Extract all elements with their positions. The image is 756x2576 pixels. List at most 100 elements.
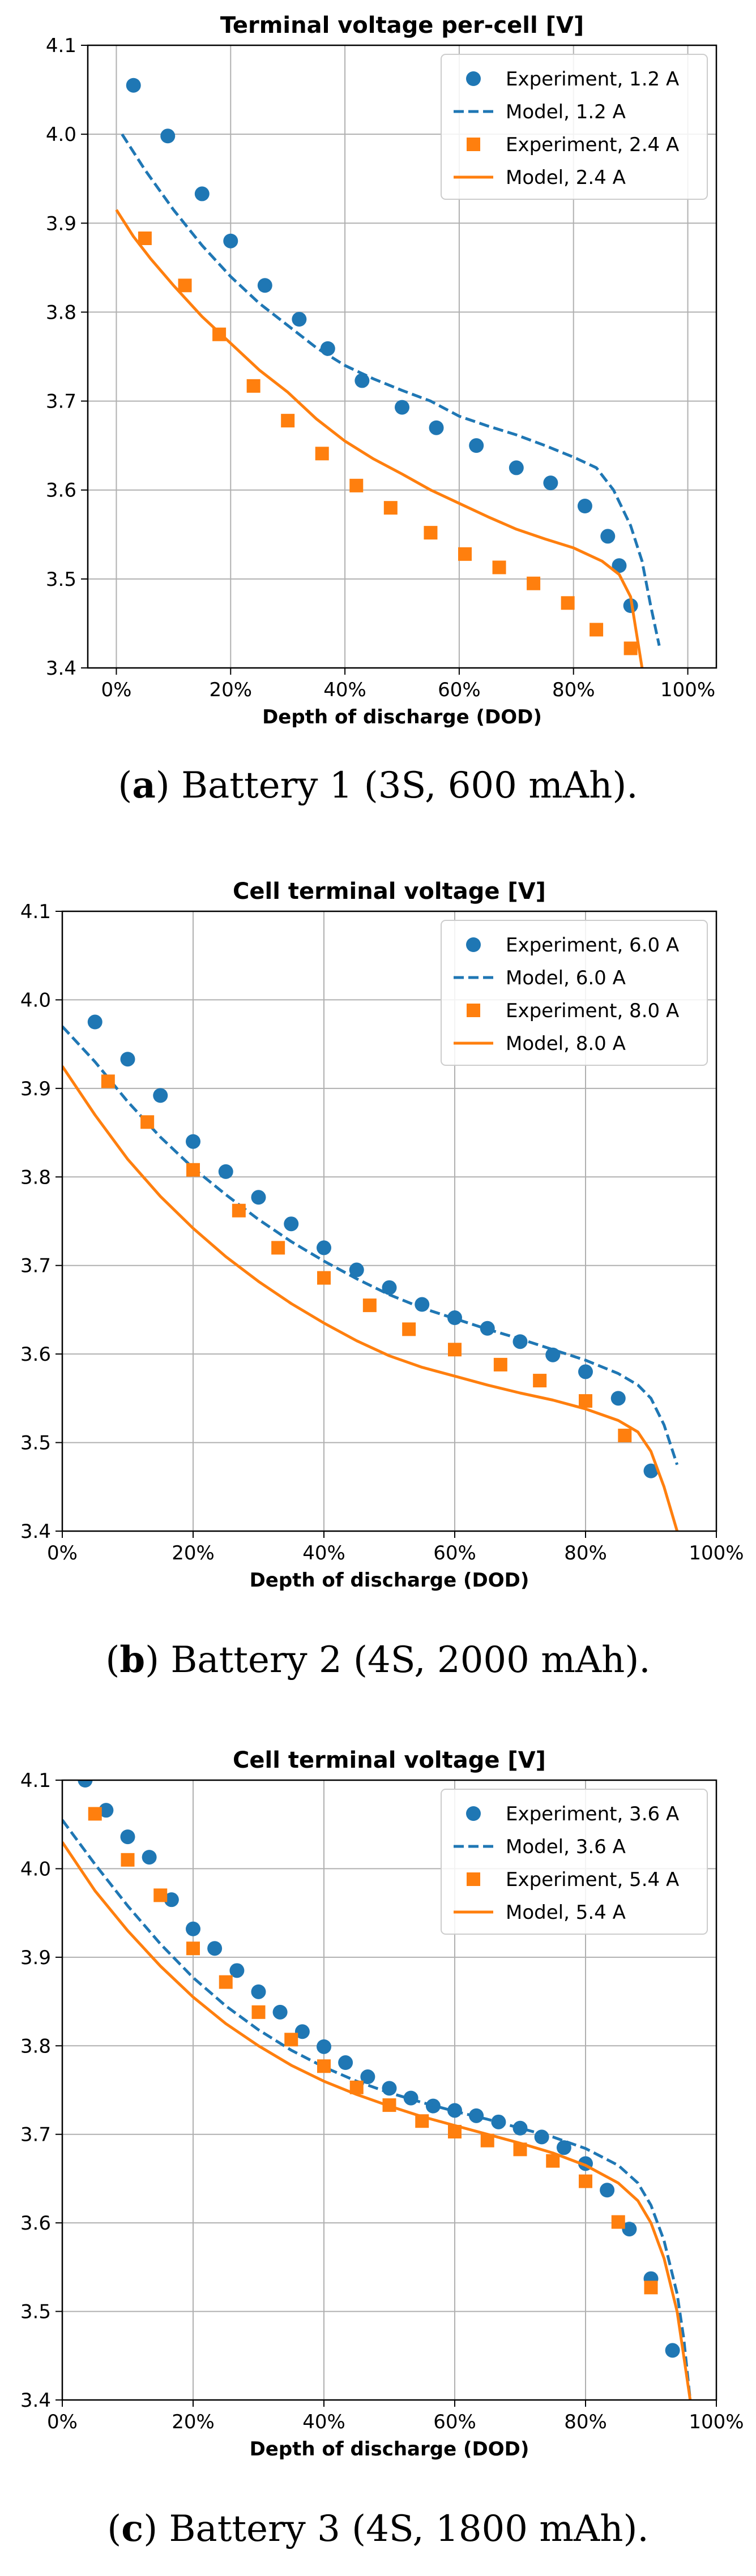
series-line-model-3-6-a	[62, 1819, 692, 2400]
y-tick-label: 3.6	[20, 1343, 51, 1366]
data-point	[251, 1190, 266, 1205]
y-tick-label: 3.6	[20, 2212, 51, 2235]
data-point	[317, 1240, 331, 1255]
y-tick-label: 4.0	[46, 123, 76, 146]
x-tick-label: 100%	[689, 1542, 744, 1565]
series-line-model-2-4-a	[115, 209, 644, 668]
chart-title: Cell terminal voltage [V]	[233, 878, 546, 905]
x-tick-label: 40%	[302, 2411, 345, 2433]
legend-label: Experiment, 2.4 A	[506, 134, 679, 156]
data-point	[99, 1803, 114, 1818]
data-point	[281, 414, 295, 428]
x-tick-label: 60%	[438, 679, 481, 701]
data-point	[561, 596, 575, 610]
y-tick-label: 3.7	[46, 391, 76, 413]
data-point	[618, 1429, 632, 1443]
data-point	[317, 2039, 331, 2054]
series-points-experiment-6-0-a	[87, 1014, 659, 1478]
plot-frame	[87, 44, 717, 669]
plot-frame	[61, 910, 717, 1532]
data-point	[577, 499, 592, 513]
data-point	[317, 2059, 331, 2073]
data-point	[665, 2343, 680, 2358]
data-point	[579, 2174, 592, 2188]
data-point	[272, 2004, 288, 2020]
data-point	[121, 1853, 135, 1867]
y-tick-label: 4.1	[20, 1769, 51, 1792]
chart-battery-2: 0% 20% 40% 60% 80% 100% 3.4 3.5 3.6 3.7 3.8 3.9 4.0 4…	[20, 878, 744, 1592]
data-point	[78, 1780, 93, 1788]
data-point	[87, 1014, 102, 1030]
data-point	[257, 278, 272, 293]
data-point	[317, 1271, 331, 1285]
legend-label: Model, 8.0 A	[506, 1032, 626, 1055]
legend: Experiment, 3.6 A Model, 3.6 A Experiment,…	[441, 1789, 708, 1935]
x-axis-label: Depth of discharge (DOD)	[250, 2438, 529, 2461]
y-tick-label: 3.8	[20, 1166, 51, 1189]
data-point	[101, 1074, 115, 1088]
y-tick-label: 3.9	[46, 212, 76, 235]
legend-box	[441, 920, 708, 1066]
series-points-experiment-8-0-a	[101, 1074, 632, 1443]
data-point	[600, 2183, 615, 2198]
y-tick-label: 4.1	[46, 35, 76, 57]
chart-battery-3: 0% 20% 40% 60% 80% 100% 3.4 3.5 3.6 3.7 3.8 3.9 4.0 4…	[20, 1747, 744, 2461]
legend-label: Experiment, 8.0 A	[506, 1000, 679, 1022]
x-tick-label: 20%	[172, 1542, 215, 1565]
data-point	[349, 478, 364, 492]
data-point	[509, 460, 524, 475]
legend-item-experiment-6-0-a: Experiment, 6.0 A	[466, 934, 679, 957]
data-point	[153, 1888, 168, 1902]
legend-item-experiment-2-4-a: Experiment, 2.4 A	[467, 134, 679, 156]
y-tick-label: 3.5	[20, 1432, 51, 1455]
data-point	[448, 1343, 462, 1357]
x-tick-label: 60%	[433, 1542, 476, 1565]
legend-handle	[466, 937, 481, 952]
data-point	[527, 576, 541, 590]
data-point	[492, 560, 506, 575]
legend-label: Experiment, 3.6 A	[506, 1803, 679, 1825]
legend-box	[441, 54, 708, 200]
y-tick-label: 3.5	[20, 2301, 51, 2324]
legend-handle	[466, 1806, 481, 1821]
x-tick-label: 0%	[101, 679, 131, 701]
data-point	[120, 1829, 135, 1845]
legend-handle	[467, 138, 480, 151]
chart-battery-1: 0% 20% 40% 60% 80% 100% 3.4 3.5 3.6 3.7 3.8 3.9 4.0 4…	[46, 12, 717, 728]
legend-handle	[467, 1872, 480, 1886]
data-point	[590, 623, 604, 637]
legend: Experiment, 6.0 A Model, 6.0 A Experiment,…	[441, 920, 708, 1066]
data-point	[600, 529, 616, 544]
data-point	[218, 1164, 233, 1179]
x-tick-label: 0%	[47, 2411, 78, 2433]
data-point	[178, 278, 192, 293]
data-point	[493, 1357, 507, 1371]
caption-text: Battery 3 (4S, 1800 mAh).	[169, 2508, 649, 2550]
x-tick-label: 40%	[323, 679, 366, 701]
data-point	[271, 1241, 285, 1255]
x-axis-label: Depth of discharge (DOD)	[250, 1569, 529, 1592]
legend-label: Model, 1.2 A	[506, 101, 626, 123]
data-point	[142, 1850, 157, 1865]
data-point	[138, 232, 152, 245]
x-tick-label: 40%	[302, 1542, 345, 1565]
data-point	[338, 2055, 353, 2071]
legend: Experiment, 1.2 A Model, 1.2 A Experiment,…	[441, 54, 708, 200]
series-points-experiment-1-2-a	[126, 78, 638, 613]
y-tick-label: 3.8	[46, 301, 76, 324]
x-tick-label: 20%	[172, 2411, 215, 2433]
data-point	[546, 2154, 560, 2168]
legend-label: Model, 6.0 A	[506, 967, 626, 989]
data-point	[402, 1322, 416, 1336]
y-tick-label: 3.9	[20, 1947, 51, 1969]
data-point	[120, 1052, 135, 1067]
data-point	[88, 1807, 102, 1821]
x-tick-label: 80%	[564, 2411, 607, 2433]
y-tick-label: 4.1	[20, 901, 51, 923]
data-point	[424, 526, 438, 540]
y-tick-label: 3.4	[20, 2389, 51, 2412]
legend-item-experiment-8-0-a: Experiment, 8.0 A	[467, 1000, 679, 1022]
data-point	[186, 1163, 200, 1177]
x-axis-label: Depth of discharge (DOD)	[262, 706, 542, 728]
data-point	[623, 641, 638, 655]
